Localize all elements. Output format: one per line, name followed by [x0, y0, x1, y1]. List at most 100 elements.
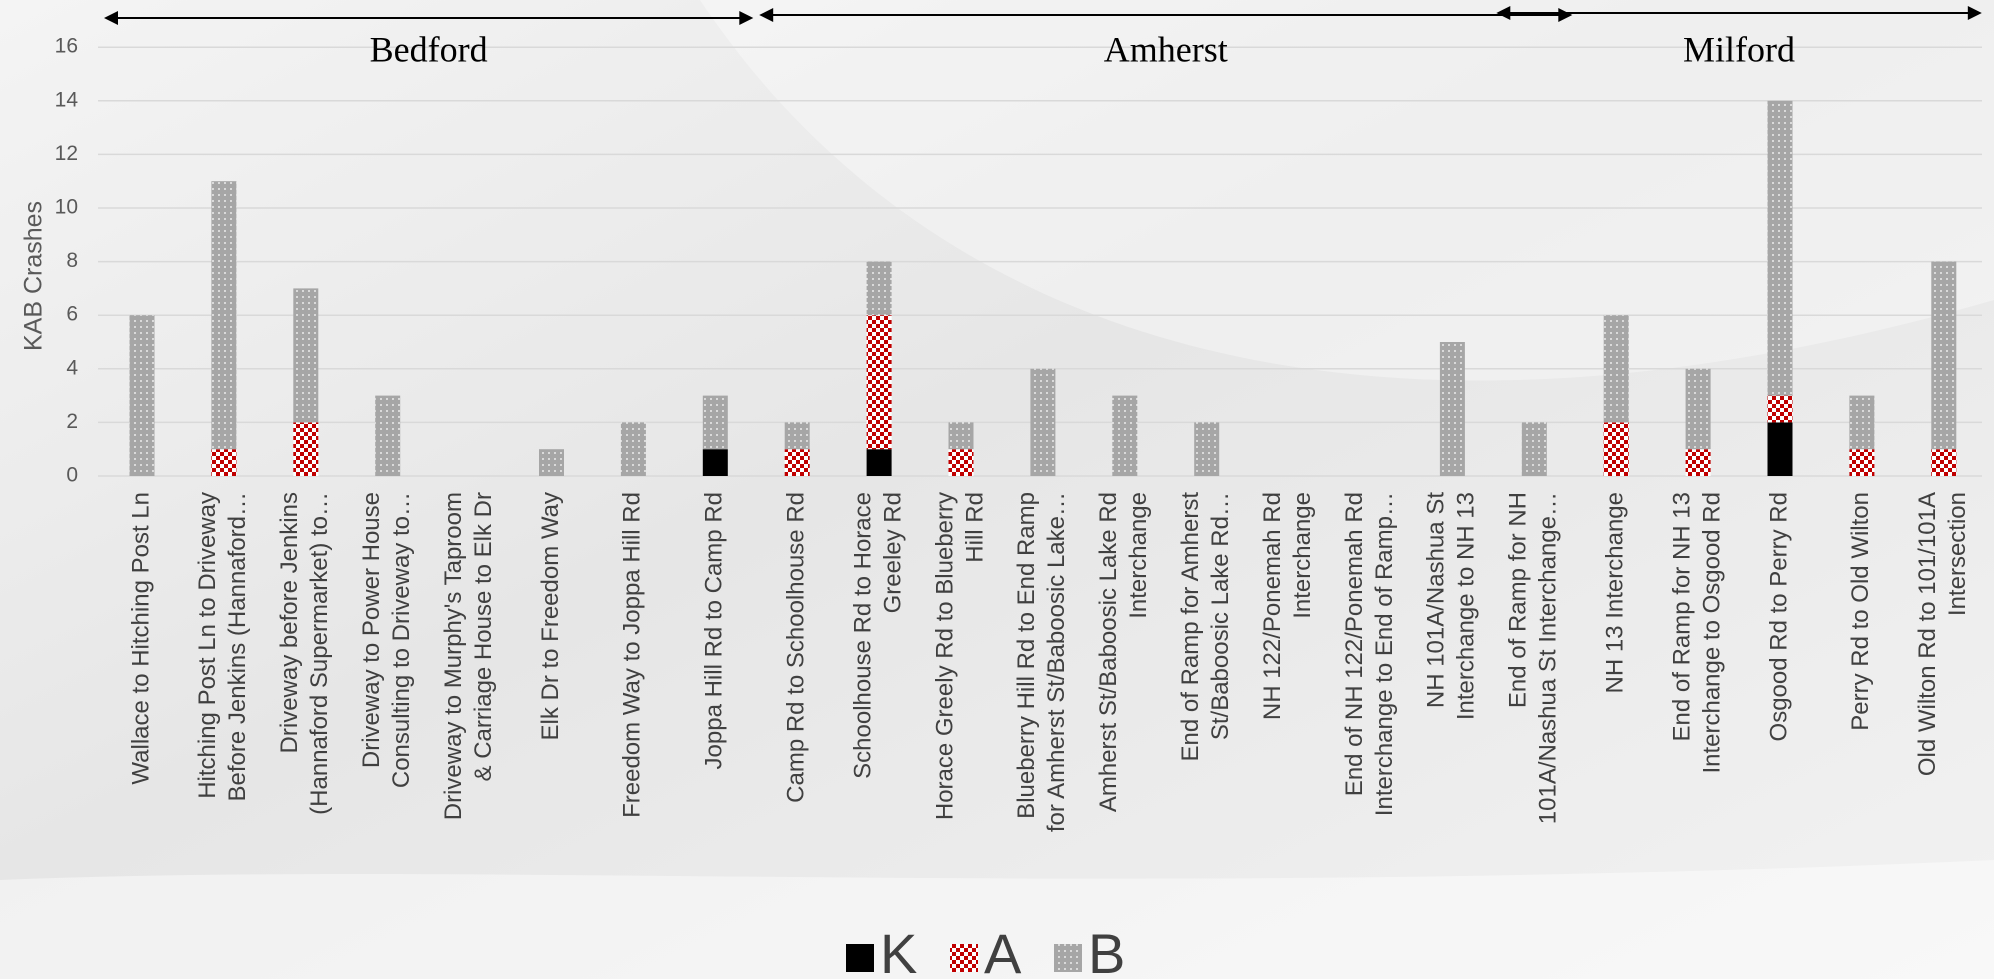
- bar-segment-b: [129, 315, 155, 476]
- category-label-line: Joppa Hill Rd to Camp Rd: [701, 492, 728, 769]
- arrow-head-left: [104, 11, 118, 25]
- arrow-head-right: [1558, 8, 1573, 22]
- y-tick-label: 16: [55, 35, 78, 58]
- category-label-line: Consulting to Driveway to…: [388, 492, 415, 788]
- bar-segment-b: [293, 288, 319, 423]
- category-label: End of Ramp for NH 13 Interchange to Osgo…: [1668, 492, 1725, 774]
- category-label: Wallace to Hitching Post Ln: [127, 492, 154, 785]
- category-label-line: Blueberry Hill Rd to End Ramp: [1013, 492, 1040, 819]
- y-tick-label: 6: [66, 303, 78, 326]
- category-label-line: Hill Rd: [961, 492, 988, 563]
- y-tick-label: 2: [66, 410, 78, 433]
- category-label: End of NH 122/Ponemah Rd Interchange to E…: [1341, 492, 1398, 816]
- category-label: Hitching Post Ln to Driveway Before Jenki…: [194, 492, 251, 802]
- y-tick-label: 4: [66, 356, 78, 379]
- category-label-line: Hitching Post Ln to Driveway: [194, 492, 221, 799]
- category-label-line: NH 122/Ponemah Rd: [1259, 492, 1286, 720]
- bar-segment-b: [1767, 100, 1793, 396]
- bar-segment-b: [1603, 315, 1629, 423]
- town-label: Bedford: [370, 29, 488, 69]
- bar-segment-b: [1439, 342, 1465, 476]
- category-label: Horace Greely Rd to Blueberry Hill Rd: [931, 492, 988, 820]
- bar-segment-b: [620, 422, 646, 476]
- category-label: Driveway to Murphy's Taproom & Carriage H…: [440, 492, 497, 820]
- category-label-line: Intersection: [1944, 492, 1971, 616]
- category-label-line: Horace Greely Rd to Blueberry: [931, 492, 958, 820]
- category-label: Amherst St/Baboosic Lake Rd Interchange: [1095, 492, 1152, 812]
- bar-segment-a: [784, 449, 810, 476]
- category-label: Freedom Way to Joppa Hill Rd: [619, 492, 646, 818]
- category-label-line: (Hannaford Supermarket) to…: [306, 492, 333, 815]
- category-label: NH 122/Ponemah Rd Interchange: [1259, 492, 1316, 720]
- y-tick-label: 0: [66, 464, 78, 487]
- bar-segment-b: [375, 395, 401, 476]
- legend-swatch-k: [846, 944, 874, 972]
- category-label-line: Old Wilton Rd to 101/101A: [1914, 492, 1941, 776]
- category-label-line: Amherst St/Baboosic Lake Rd: [1095, 492, 1122, 812]
- category-label-line: Schoolhouse Rd to Horace: [849, 492, 876, 779]
- category-label-line: Interchange: [1125, 492, 1152, 619]
- bar-segment-a: [293, 422, 319, 476]
- bar-segment-b: [211, 181, 237, 450]
- category-label: Schoolhouse Rd to Horace Greeley Rd: [849, 492, 906, 779]
- category-label-line: Osgood Rd to Perry Rd: [1765, 492, 1792, 741]
- bar-segment-a: [1849, 449, 1875, 476]
- category-label-line: for Amherst St/Baboosic Lake…: [1043, 492, 1070, 832]
- category-label: NH 101A/Nashua St Interchange to NH 13: [1423, 492, 1480, 720]
- town-label: Milford: [1683, 29, 1795, 69]
- arrow-head-left: [1496, 6, 1511, 20]
- bar-segment-k: [702, 449, 728, 476]
- town-annotations: Bedford Amherst Milford: [104, 6, 1982, 69]
- category-label: Joppa Hill Rd to Camp Rd: [701, 492, 728, 769]
- bar-segment-a: [866, 315, 892, 450]
- background-band: [0, 860, 1994, 979]
- category-label: Camp Rd to Schoolhouse Rd: [783, 492, 810, 803]
- category-label: Driveway before Jenkins (Hannaford Superm…: [276, 492, 333, 815]
- bar-segment-b: [1931, 261, 1957, 450]
- category-label: Old Wilton Rd to 101/101A Intersection: [1914, 492, 1971, 776]
- bar-segment-b: [866, 261, 892, 316]
- category-label: Perry Rd to Old Wilton: [1847, 492, 1874, 731]
- bar-segment-b: [1112, 395, 1138, 476]
- arrow-head-right: [1967, 6, 1982, 20]
- gridlines: [98, 46, 1982, 424]
- legend-swatch-a: [950, 944, 978, 972]
- bar-segment-b: [539, 449, 564, 476]
- y-tick-label: 14: [55, 88, 79, 111]
- bar-segment-b: [1521, 422, 1547, 476]
- y-tick-label: 10: [55, 196, 78, 219]
- category-label-line: Freedom Way to Joppa Hill Rd: [619, 492, 646, 818]
- legend-label: A: [984, 922, 1022, 979]
- category-label: Driveway to Power House Consulting to Dri…: [358, 492, 415, 788]
- bar-segment-a: [1603, 422, 1629, 476]
- category-label-line: Elk Dr to Freedom Way: [537, 492, 564, 741]
- category-label-line: End of Ramp for NH 13: [1668, 492, 1695, 741]
- category-label: Osgood Rd to Perry Rd: [1765, 492, 1792, 741]
- bar-segment-b: [784, 422, 810, 450]
- legend-label: B: [1088, 922, 1125, 979]
- category-label-line: Interchange to End of Ramp…: [1371, 492, 1398, 816]
- arrow-head-right: [739, 11, 754, 25]
- bar-segment-b: [1194, 422, 1220, 476]
- category-label-line: Perry Rd to Old Wilton: [1847, 492, 1874, 731]
- bar-segment-b: [1030, 368, 1056, 476]
- y-tick-label: 8: [66, 249, 78, 272]
- y-tick-label: 12: [55, 142, 78, 165]
- category-label-line: Driveway to Power House: [358, 492, 385, 768]
- bar-segment-a: [1685, 449, 1711, 476]
- bar-segment-b: [1685, 368, 1711, 450]
- town-label: Amherst: [1104, 29, 1228, 69]
- category-label-line: Greeley Rd: [879, 492, 906, 613]
- category-label: Elk Dr to Freedom Way: [537, 492, 564, 741]
- bar-segment-a: [948, 449, 974, 476]
- category-label-line: Wallace to Hitching Post Ln: [127, 492, 154, 785]
- category-label-line: NH 13 Interchange: [1602, 492, 1629, 693]
- category-label-line: Driveway to Murphy's Taproom: [440, 492, 467, 820]
- y-axis-ticks: 0 2 4 6 8 10 12 14 16: [55, 35, 79, 487]
- bar-segment-a: [211, 449, 237, 476]
- category-label: NH 13 Interchange: [1602, 492, 1629, 693]
- category-label-line: Interchange: [1289, 492, 1316, 619]
- category-label-line: End of Ramp for NH: [1505, 492, 1532, 708]
